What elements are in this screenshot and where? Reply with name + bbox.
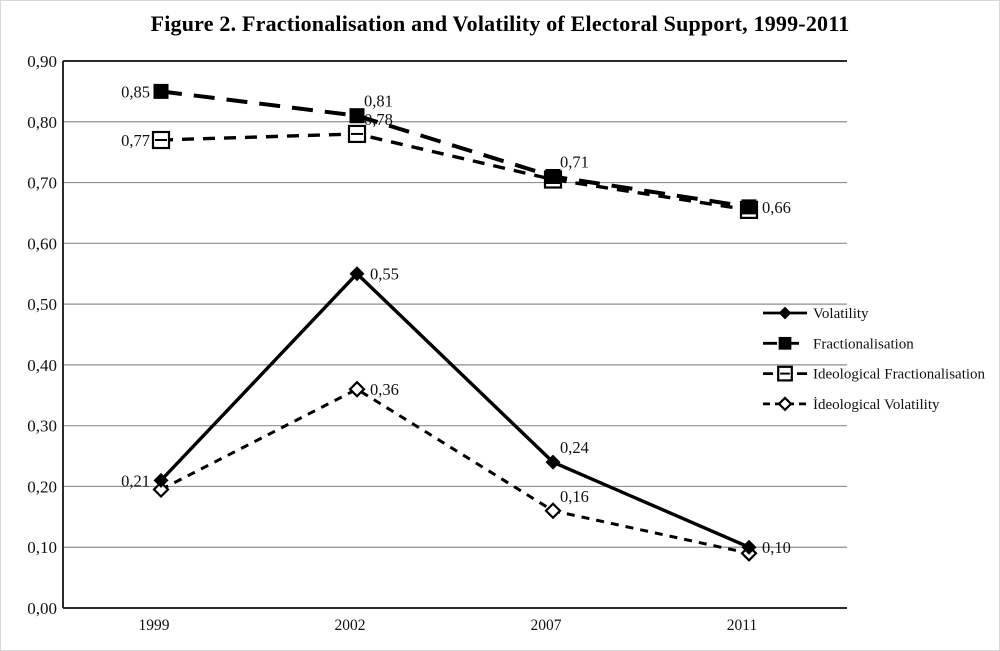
- chart-title: Figure 2. Fractionalisation and Volatili…: [150, 11, 850, 36]
- data-label-fractionalisation: 0,85: [121, 82, 150, 101]
- y-tick-label: 0,20: [27, 477, 57, 496]
- y-tick-label: 0,50: [27, 295, 57, 314]
- legend-label-i-deological-volatility: İdeological Volatility: [813, 397, 940, 413]
- data-point-fractionalisation: [349, 108, 365, 124]
- y-tick-label: 0,90: [27, 52, 57, 71]
- data-point-fractionalisation: [153, 83, 169, 99]
- y-tick-label: 0,10: [27, 538, 57, 557]
- data-point-fractionalisation: [545, 168, 561, 184]
- legend-marker-i-deological-volatility: [777, 396, 793, 412]
- data-label-fractionalisation: 0,81: [364, 92, 393, 111]
- data-label-volatility: 0,10: [762, 538, 791, 557]
- y-tick-label: 0,60: [27, 234, 57, 253]
- data-label-i-deological-volatility: 0,16: [560, 487, 589, 506]
- legend-label-volatility: Volatility: [813, 306, 869, 322]
- series-line-volatility: [159, 271, 750, 549]
- data-point-fractionalisation: [741, 199, 757, 215]
- legend-marker-volatility: [778, 306, 792, 320]
- x-tick-label: 1999: [139, 617, 170, 634]
- data-label-ideological-fractionalisation: 0,78: [364, 110, 393, 129]
- data-label-i-deological-volatility: 0,36: [370, 380, 399, 399]
- y-tick-label: 0,00: [27, 599, 57, 618]
- data-point-volatility: [153, 472, 169, 488]
- series-line-fractionalisation: [160, 89, 750, 209]
- data-point-i-deological-volatility: [348, 380, 366, 398]
- x-tick-label: 2007: [531, 617, 562, 634]
- series-line-i-deological-volatility: [160, 387, 750, 555]
- data-point-i-deological-volatility: [544, 502, 562, 520]
- data-point-i-deological-volatility: [152, 480, 170, 499]
- y-tick-label: 0,80: [27, 113, 57, 132]
- legend-label-ideological-fractionalisation: Ideological Fractionalisation: [813, 367, 986, 383]
- y-tick-label: 0,40: [27, 356, 57, 375]
- data-label-fractionalisation: 0,71: [560, 152, 589, 171]
- x-tick-label: 2002: [335, 617, 366, 634]
- data-label-fractionalisation: 0,66: [762, 198, 791, 217]
- data-label-volatility: 0,55: [370, 265, 399, 284]
- y-tick-label: 0,70: [27, 174, 57, 193]
- series-line-ideological-fractionalisation: [160, 132, 750, 212]
- data-label-volatility: 0,21: [121, 471, 150, 490]
- x-tick-label: 2011: [727, 617, 757, 634]
- data-point-volatility: [741, 539, 757, 555]
- y-tick-label: 0,30: [27, 417, 57, 436]
- data-point-volatility: [349, 266, 365, 282]
- legend-label-fractionalisation: Fractionalisation: [813, 336, 914, 352]
- data-point-volatility: [545, 454, 561, 470]
- data-label-volatility: 0,24: [560, 438, 589, 457]
- legend-marker-fractionalisation: [778, 336, 792, 350]
- data-label-ideological-fractionalisation: 0,77: [121, 131, 150, 150]
